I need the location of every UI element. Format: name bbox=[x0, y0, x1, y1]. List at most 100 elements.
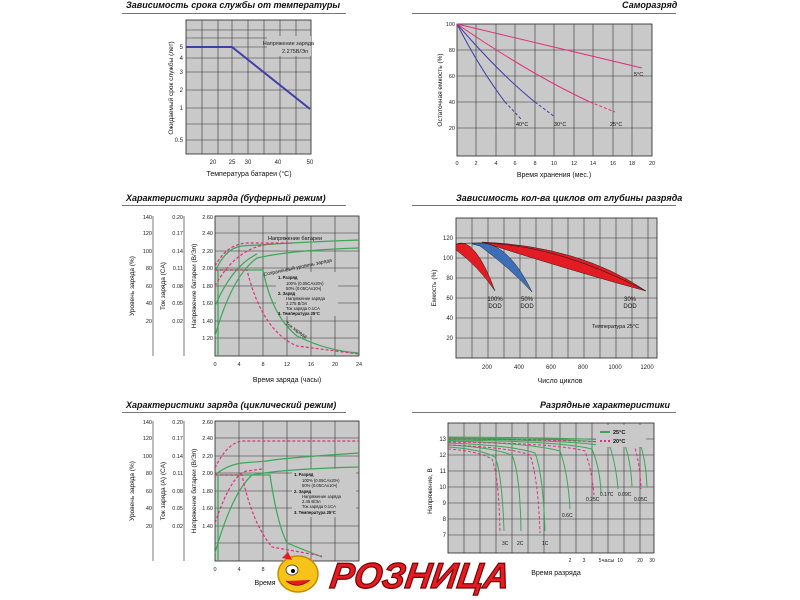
cyclic-y2tick: 0.08 bbox=[172, 489, 183, 495]
cycles-label-100: 100% bbox=[487, 297, 503, 303]
float-ylabel1: Уровень заряда (%) bbox=[129, 256, 136, 316]
cyclic-chart-title: Характеристики заряда (циклический режим… bbox=[126, 400, 337, 410]
cyclic-legend-item: Напряжение заряда bbox=[302, 494, 342, 499]
cyclic-y2tick: 0.20 bbox=[172, 420, 183, 426]
discharge-curve-025c bbox=[447, 439, 602, 494]
discharge-curve-1c bbox=[447, 442, 546, 532]
cyclic-y1tick: 80 bbox=[146, 471, 152, 477]
discharge-ytick: 12 bbox=[439, 453, 446, 459]
life-chart-title: Зависимость срока службы от температуры bbox=[126, 0, 341, 10]
cycles-label-dod: DOD bbox=[488, 304, 502, 310]
discharge-ylabel: Напряжение, В bbox=[427, 468, 434, 514]
discharge-xtick-h: 20 bbox=[637, 558, 643, 564]
cyclic-legend-item: 50% (0.05CAx10ч) bbox=[302, 483, 338, 488]
selfdis-5c-curve bbox=[456, 23, 643, 69]
life-xtick: 50 bbox=[307, 160, 314, 166]
discharge-unit: часы bbox=[602, 558, 615, 564]
float-y1tick: 40 bbox=[146, 301, 152, 307]
cyclic-xtick: 8 bbox=[261, 567, 264, 573]
cycles-xtick: 1000 bbox=[608, 365, 622, 371]
cyclic-y2tick: 0.14 bbox=[172, 454, 183, 460]
float-xtick: 8 bbox=[261, 362, 264, 368]
selfdis-xlabel: Время хранения (мес.) bbox=[517, 172, 591, 179]
float-y3tick: 2.00 bbox=[202, 266, 213, 272]
cycles-ytick: 120 bbox=[443, 236, 454, 242]
cyclic-y3tick: 2.00 bbox=[202, 471, 213, 477]
selfdis-ytick: 80 bbox=[449, 48, 455, 54]
life-annotation-2: 2.275В/Эл bbox=[282, 49, 308, 55]
discharge-rate-label: 3C bbox=[502, 541, 509, 547]
discharge-rate-label: 0.6C bbox=[562, 513, 573, 519]
cyclic-y3tick: 1.80 bbox=[202, 489, 213, 495]
cyclic-xtick: 4 bbox=[237, 567, 240, 573]
discharge-rate-label: 2C bbox=[517, 541, 524, 547]
discharge-xtick-h: 30 bbox=[649, 558, 655, 564]
life-xtick: 25 bbox=[229, 160, 236, 166]
float-y3tick: 1.80 bbox=[202, 284, 213, 290]
float-level-green bbox=[214, 247, 360, 337]
cycles-xtick: 600 bbox=[546, 365, 557, 371]
cyclic-ylabel2: Ток заряда (A) (CA) bbox=[160, 462, 167, 520]
float-curve-label-voltage: Напряжение батареи bbox=[268, 236, 322, 242]
float-y3tick: 1.20 bbox=[202, 336, 213, 342]
discharge-curve-025c-20 bbox=[447, 441, 595, 496]
discharge-ytick: 9 bbox=[443, 501, 447, 507]
cycles-xlabel: Число циклов bbox=[538, 378, 583, 385]
discharge-xtick-h: 10 bbox=[617, 558, 623, 564]
discharge-ytick: 13 bbox=[439, 437, 446, 443]
cycles-chart-title: Зависимость кол-ва циклов от глубины раз… bbox=[456, 193, 683, 203]
float-legend-item: 100% (0.05CAx20ч) bbox=[286, 281, 324, 286]
float-y3tick: 2.20 bbox=[202, 249, 213, 255]
float-level-pink bbox=[214, 243, 273, 287]
float-y1tick: 120 bbox=[143, 231, 152, 237]
life-ytick: 4 bbox=[180, 56, 184, 62]
float-ylabel3: Напряжение батареи (В/Эл) bbox=[190, 244, 198, 328]
cycles-ytick: 20 bbox=[446, 336, 453, 342]
discharge-ytick: 7 bbox=[443, 533, 447, 539]
float-y2tick: 0.20 bbox=[172, 215, 183, 221]
cyclic-legend-item: 3. Температура 25°C bbox=[294, 510, 336, 515]
float-xtick: 24 bbox=[356, 362, 362, 368]
life-ytick: 0.5 bbox=[175, 138, 184, 144]
discharge-ytick: 10 bbox=[439, 485, 446, 491]
float-y3tick: 1.60 bbox=[202, 301, 213, 307]
selfdis-xtick: 2 bbox=[474, 161, 477, 167]
float-xtick: 20 bbox=[332, 362, 338, 368]
discharge-xlabel: Время разряда bbox=[531, 570, 581, 577]
discharge-xtick-h: 5 bbox=[599, 558, 602, 564]
cycles-xtick: 200 bbox=[482, 365, 493, 371]
selfdis-xtick: 10 bbox=[551, 161, 557, 167]
discharge-chart: 25°C 20°C 3C 2C 1C 0.6C 0.25C 0.17C 0.09… bbox=[427, 422, 655, 577]
cycles-label-30: 30% bbox=[624, 297, 637, 303]
cyclic-ylabel1: Уровень заряда (%) bbox=[129, 461, 136, 521]
float-chart-title: Характеристики заряда (буферный режим) bbox=[126, 193, 326, 203]
cycles-xtick: 800 bbox=[578, 365, 589, 371]
cyclic-voltage-green bbox=[214, 452, 360, 476]
cycles-ytick: 80 bbox=[446, 276, 453, 282]
float-y2tick: 0.08 bbox=[172, 284, 183, 290]
life-ytick: 3 bbox=[180, 70, 184, 76]
cyclic-legend-item: 2.45 В/Эл bbox=[302, 499, 321, 504]
selfdis-ytick: 60 bbox=[449, 74, 455, 80]
cyclic-current-green bbox=[217, 474, 323, 561]
float-voltage-green bbox=[214, 239, 360, 273]
discharge-rate-label: 0.25C bbox=[586, 497, 600, 503]
discharge-rate-label: 0.17C bbox=[600, 492, 614, 498]
discharge-curve-1c-20 bbox=[447, 444, 541, 534]
life-annotation-1: Напряжение заряда bbox=[263, 41, 315, 47]
discharge-curve-3c-20 bbox=[447, 448, 501, 534]
float-y3tick: 2.60 bbox=[202, 215, 213, 221]
float-xtick: 16 bbox=[308, 362, 314, 368]
discharge-xtick-h: 3 bbox=[583, 558, 586, 564]
selfdis-ytick: 20 bbox=[449, 126, 455, 132]
cyclic-y1tick: 20 bbox=[146, 524, 152, 530]
life-ytick: 1 bbox=[180, 106, 184, 112]
discharge-legend-25c: 25°C bbox=[613, 430, 625, 436]
selfdis-xtick: 18 bbox=[629, 161, 635, 167]
cyclic-legend-item: 100% (0.05CAx20ч) bbox=[302, 478, 340, 483]
float-y2tick: 0.05 bbox=[172, 301, 183, 307]
float-y1tick: 60 bbox=[146, 284, 152, 290]
cyclic-legend-item: Ток заряда 0.1CA bbox=[302, 504, 336, 509]
life-ylabel: Ожидаемый срок службы (лет) bbox=[167, 41, 175, 134]
float-xtick: 0 bbox=[213, 362, 216, 368]
